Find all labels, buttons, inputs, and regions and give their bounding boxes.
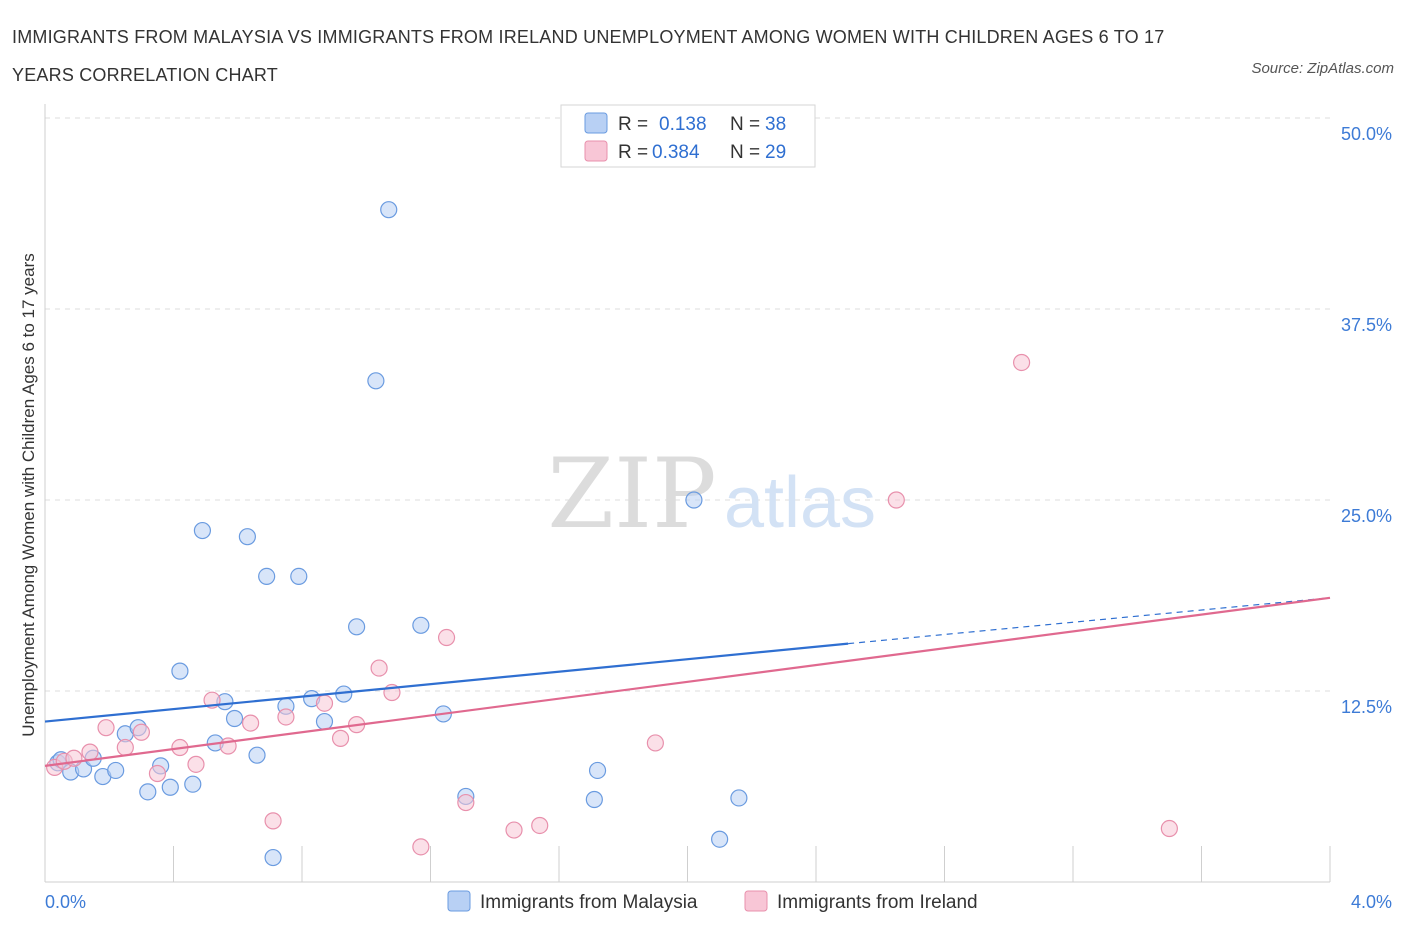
ireland-point-3 [81,743,99,761]
gridlines [45,117,1330,692]
legend: Immigrants from Malaysia Immigrants from… [447,890,978,913]
trendline-malaysia-extension [848,597,1331,645]
malaysia-point-36 [711,830,729,848]
legend-swatch-ireland [744,890,768,912]
y-axis-label: Unemployment Among Women with Children A… [19,253,38,737]
malaysia-point-33 [585,790,603,809]
malaysia-point-9 [139,783,157,801]
ireland-point-24 [531,816,549,835]
ireland-point-4 [97,719,115,737]
ireland-point-9 [187,755,205,773]
ireland-point-13 [264,812,282,830]
trendline-malaysia [44,642,849,723]
malaysia-point-29 [380,201,398,219]
ireland-point-18 [370,659,388,677]
malaysia-point-6 [107,761,125,780]
stats-n-value-malaysia: 38 [765,114,786,135]
ireland-point-25 [646,734,664,752]
ireland-point-22 [457,793,475,812]
malaysia-point-19 [248,746,266,764]
x-tick-labels: 0.0% 4.0% [45,892,1392,912]
stats-n-label-ireland: N = [730,142,760,163]
malaysia-point-28 [367,372,385,390]
malaysia-point-18 [238,528,256,546]
stats-r-value-ireland: 0.384 [652,142,700,163]
malaysia-point-25 [315,712,334,731]
malaysia-point-27 [348,618,366,636]
y-tick-label: 50.0% [1341,124,1392,144]
ireland-point-27 [1012,353,1031,372]
malaysia-point-34 [588,761,607,780]
y-tick-labels: 12.5% 25.0% 37.5% 50.0% [1341,124,1392,717]
legend-label-ireland: Immigrants from Ireland [777,892,978,913]
malaysia-point-21 [264,848,282,867]
malaysia-point-11 [161,778,179,796]
x-tick-label-min: 0.0% [45,892,86,912]
ireland-point-6 [132,723,150,741]
legend-label-malaysia: Immigrants from Malaysia [480,892,698,913]
ireland-point-15 [315,694,334,712]
malaysia-point-13 [184,775,202,793]
malaysia-point-30 [412,616,430,634]
ireland-point-5 [116,738,134,757]
stats-r-label-malaysia: R = [618,114,648,135]
ireland-point-7 [148,764,167,783]
chart-title: IMMIGRANTS FROM MALAYSIA VS IMMIGRANTS F… [12,27,1165,85]
ireland-point-14 [277,708,295,726]
y-tick-label: 25.0% [1341,506,1392,526]
malaysia-point-12 [171,662,189,680]
malaysia-point-20 [258,567,276,586]
watermark-atlas: atlas [724,463,876,543]
stats-n-value-ireland: 29 [765,142,786,163]
trendline-ireland [44,596,1331,767]
ireland-point-28 [1160,819,1178,838]
ireland-point-21 [437,628,456,647]
stats-r-label-ireland: R = [618,142,648,163]
y-tick-label: 37.5% [1341,315,1392,335]
axes [44,104,1331,883]
y-tick-label: 12.5% [1341,697,1392,717]
trend-lines [44,596,1331,767]
source-note: Source: ZipAtlas.com [1251,60,1394,77]
legend-swatch-malaysia [447,890,471,912]
stats-r-value-malaysia: 0.138 [659,114,707,135]
malaysia-point-35 [685,491,703,509]
ireland-point-16 [331,729,350,747]
stats-n-label-malaysia: N = [730,114,760,135]
malaysia-point-17 [225,709,244,728]
stats-swatch-malaysia [584,112,608,134]
ireland-point-20 [412,838,430,856]
series-ireland-points [46,353,1178,856]
malaysia-point-37 [730,789,748,807]
malaysia-point-23 [290,567,308,586]
stats-swatch-ireland [584,140,608,162]
x-tick-label-max: 4.0% [1351,892,1392,912]
stats-box: R = 0.138 N = 38 R = 0.384 N = 29 [560,104,816,168]
ireland-point-26 [887,491,905,509]
ireland-point-23 [505,821,523,839]
ireland-point-12 [242,714,260,732]
malaysia-point-14 [193,521,212,540]
